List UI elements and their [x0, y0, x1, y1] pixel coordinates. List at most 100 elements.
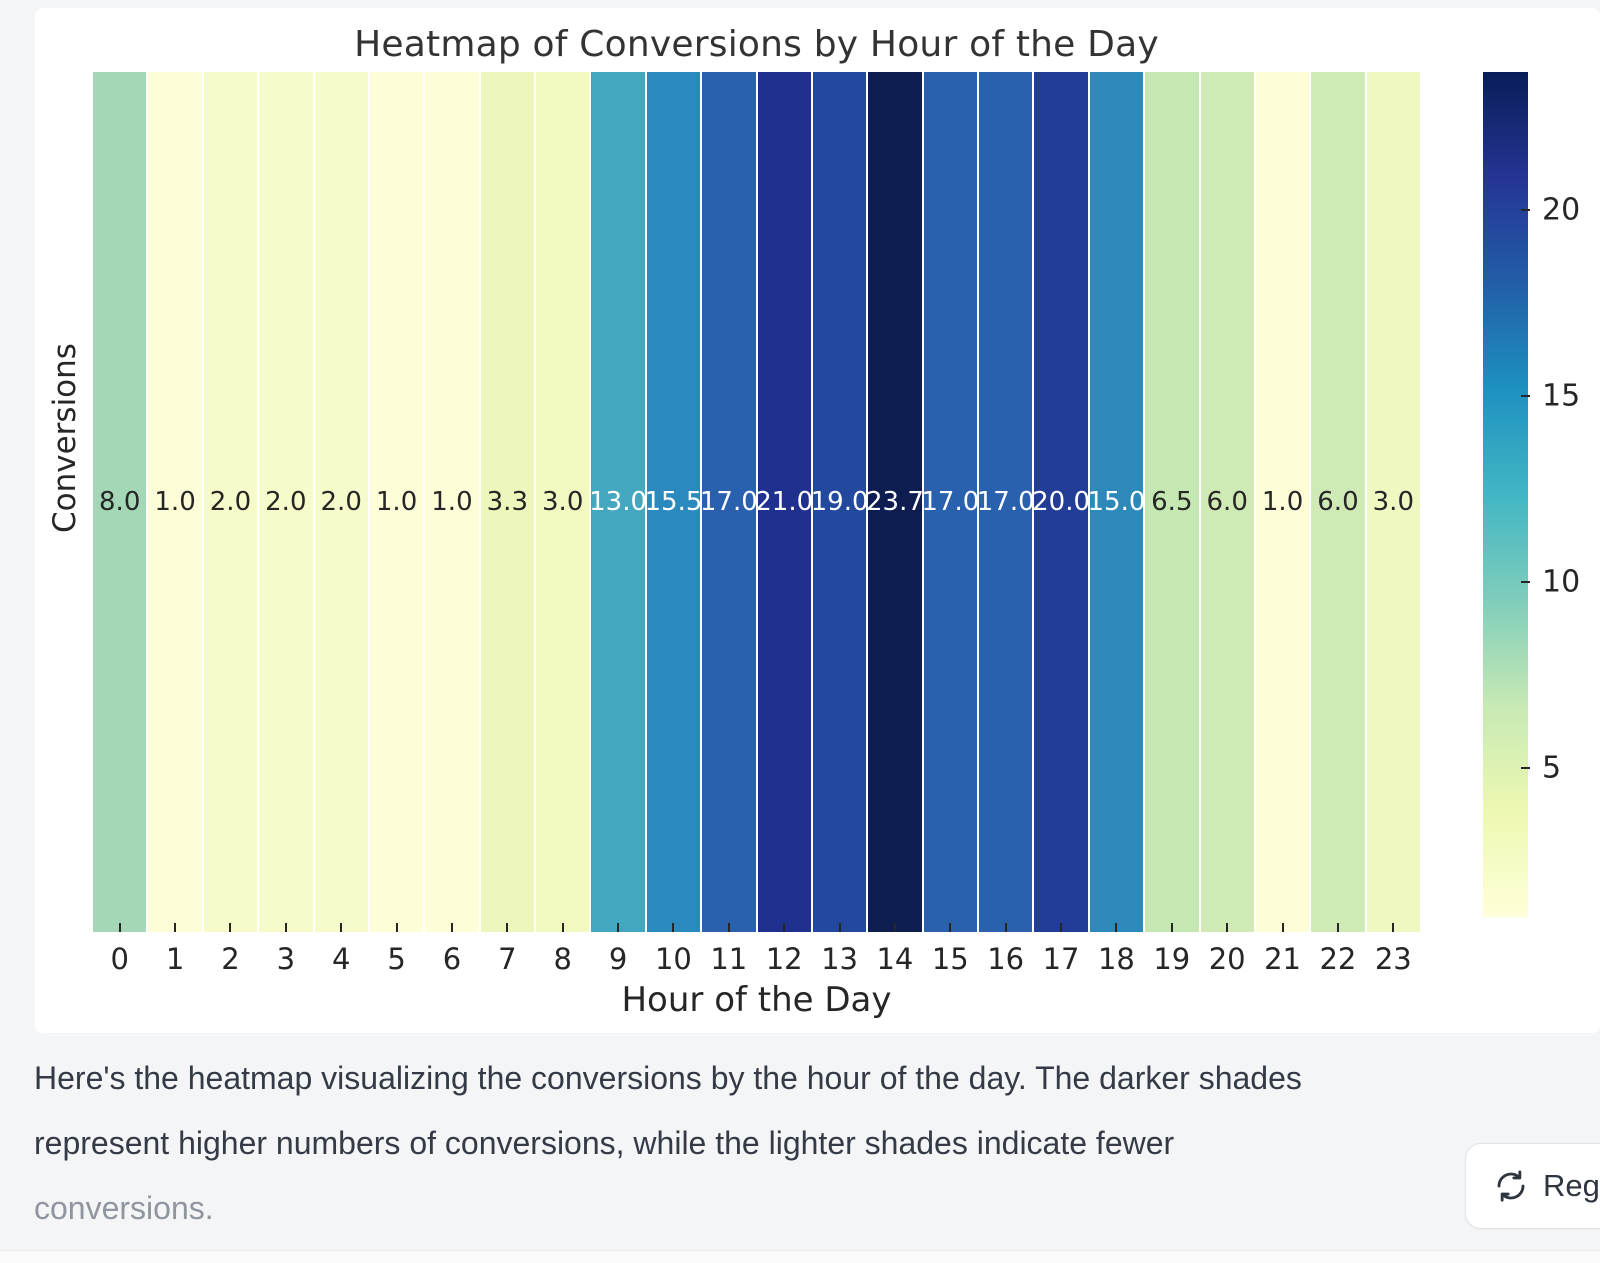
x-tick-label: 16 [987, 942, 1025, 976]
heatmap-cell: 1.0 [1255, 72, 1310, 932]
heatmap-cell: 23.7 [866, 72, 924, 932]
regenerate-button-label: Reg [1543, 1168, 1600, 1203]
colorbar-tick-label: 10 [1542, 564, 1581, 600]
heatmap-plot-area: 8.0 1.0 2.0 2.0 2.0 1.0 1.0 3.3 3.0 13.0 15.5 17.0 2… [93, 72, 1420, 932]
x-tick-mark [1060, 923, 1063, 932]
x-tick-mark [727, 923, 730, 932]
x-tick: 18 [1090, 923, 1143, 984]
x-tick-mark [229, 923, 232, 932]
heatmap-cell-value: 1.0 [375, 487, 418, 517]
heatmap-cell-value: 1.0 [431, 487, 473, 517]
heatmap-cell-value: 17.0 [921, 487, 980, 517]
heatmap-cell: 2.0 [314, 72, 368, 932]
x-tick-mark [1336, 923, 1339, 932]
x-axis-label: Hour of the Day [621, 980, 892, 1020]
x-tick-label: 0 [110, 942, 129, 976]
x-tick: 11 [702, 923, 755, 984]
x-tick-label: 21 [1264, 942, 1302, 976]
x-tick-mark [893, 923, 896, 932]
heatmap-cell: 19.0 [811, 72, 869, 932]
heatmap-cell: 17.0 [977, 72, 1035, 932]
x-tick-mark [672, 923, 675, 932]
heatmap-cell-value: 8.0 [99, 487, 141, 517]
y-axis-label: Conversions [47, 343, 83, 533]
x-tick-mark [1226, 923, 1229, 932]
x-tick-mark [1115, 923, 1118, 932]
x-tick-mark [561, 923, 564, 932]
x-tick: 2 [204, 923, 257, 984]
heatmap-cell: 2.0 [259, 72, 313, 932]
x-tick: 19 [1145, 923, 1198, 984]
heatmap-cell: 6.0 [1200, 72, 1254, 932]
colorbar-tick-mark [1521, 767, 1530, 770]
x-tick-label: 6 [442, 942, 462, 976]
chart-image-card: Heatmap of Conversions by Hour of the Da… [35, 8, 1600, 1033]
heatmap-cell-value: 20.0 [1032, 487, 1091, 517]
x-tick: 4 [315, 923, 368, 984]
x-tick-label: 12 [765, 942, 803, 976]
x-tick-mark [395, 923, 398, 932]
heatmap-cell-value: 15.0 [1087, 487, 1146, 517]
heatmap-cell: 6.5 [1145, 72, 1199, 932]
colorbar-tick-label: 5 [1542, 750, 1562, 786]
assistant-message-line: conversions. [34, 1190, 214, 1226]
x-tick-mark [118, 923, 121, 932]
heatmap-cell-value: 17.0 [699, 487, 758, 517]
assistant-message-line: represent higher numbers of conversions,… [34, 1125, 1175, 1161]
x-tick: 12 [758, 923, 811, 984]
heatmap-cell-value: 3.0 [542, 487, 584, 517]
x-tick-label: 10 [654, 942, 692, 976]
heatmap-cell: 21.0 [755, 72, 814, 932]
heatmap-cell-value: 21.0 [755, 487, 814, 517]
heatmap-cell-value: 1.0 [1261, 487, 1304, 517]
x-tick-label: 13 [821, 942, 859, 976]
x-tick-label: 23 [1374, 942, 1412, 976]
x-tick: 7 [481, 923, 534, 984]
x-axis-ticks: 0 1 2 3 4 5 6 7 8 9 10 11 12 13 14 15 16 17 18 19 20 21 22 23 [93, 923, 1420, 984]
heatmap-cell: 1.0 [369, 72, 424, 932]
x-tick: 9 [591, 923, 644, 984]
x-tick-mark [1281, 923, 1284, 932]
colorbar-tick-mark [1521, 208, 1530, 211]
x-tick-mark [617, 923, 620, 932]
colorbar-tick-mark [1521, 580, 1530, 583]
heatmap-cell: 20.0 [1032, 72, 1091, 932]
x-tick: 15 [924, 923, 977, 984]
x-tick-label: 1 [165, 942, 185, 976]
x-tick-mark [838, 923, 841, 932]
heatmap-cell: 3.0 [536, 72, 590, 932]
x-tick: 16 [979, 923, 1032, 984]
heatmap-cell: 8.0 [93, 72, 147, 932]
x-tick: 21 [1256, 923, 1309, 984]
x-tick-mark [1004, 923, 1007, 932]
x-tick: 14 [868, 923, 921, 984]
heatmap-cell-value: 13.0 [589, 487, 648, 517]
x-tick: 20 [1201, 923, 1254, 984]
colorbar-tick-label: 15 [1542, 378, 1581, 414]
x-tick-label: 15 [931, 942, 969, 976]
heatmap-cell: 1.0 [425, 72, 479, 932]
chart-title: Heatmap of Conversions by Hour of the Da… [354, 24, 1159, 65]
x-tick-mark [949, 923, 952, 932]
regenerate-button[interactable]: Reg [1465, 1143, 1600, 1229]
heatmap-cell-value: 2.0 [209, 487, 252, 517]
x-tick: 1 [148, 923, 201, 984]
assistant-message-line: Here's the heatmap visualizing the conve… [34, 1060, 1302, 1096]
heatmap-cell-value: 3.0 [1372, 487, 1414, 517]
x-tick-label: 7 [498, 942, 517, 976]
colorbar-tick-label: 20 [1542, 192, 1581, 228]
x-tick-mark [284, 923, 287, 932]
heatmap-cell-value: 1.0 [154, 487, 196, 517]
assistant-message: Here's the heatmap visualizing the conve… [34, 1046, 1534, 1241]
x-tick-mark [1170, 923, 1173, 932]
heatmap-cell: 17.0 [921, 72, 980, 932]
x-tick-label: 19 [1153, 942, 1191, 976]
x-tick-label: 5 [387, 942, 406, 976]
x-tick: 13 [813, 923, 866, 984]
regenerate-icon [1497, 1170, 1525, 1202]
heatmap-cell: 1.0 [148, 72, 202, 932]
x-tick-label: 22 [1319, 942, 1357, 976]
heatmap-cell-value: 2.0 [265, 487, 307, 517]
x-tick-mark [1392, 923, 1395, 932]
x-tick: 3 [259, 923, 312, 984]
